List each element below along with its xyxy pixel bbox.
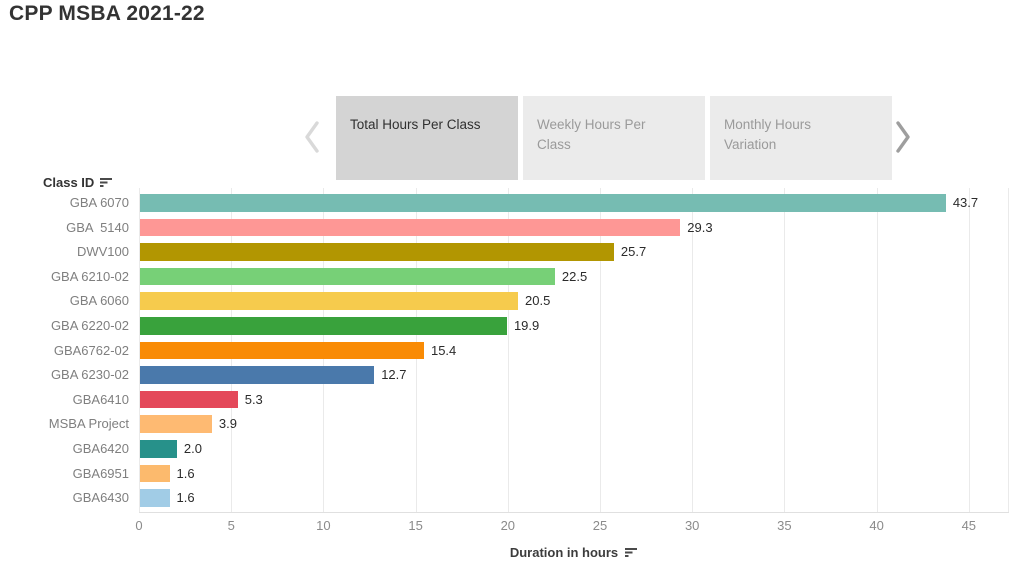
value-label: 2.0 — [183, 441, 202, 456]
x-axis-title: Duration in hours — [139, 545, 1009, 560]
bar-msba-project[interactable] — [140, 415, 212, 433]
gridline — [1008, 188, 1009, 512]
gridline — [600, 188, 601, 512]
value-label: 15.4 — [430, 342, 457, 358]
category-label-gba6951[interactable]: GBA6951 — [72, 465, 129, 481]
x-tick-label: 20 — [500, 518, 516, 533]
tab-label-line: Class — [537, 137, 571, 152]
x-tick-label: 15 — [408, 518, 423, 533]
x-tick-label: 45 — [961, 518, 977, 533]
x-tick-label: 30 — [684, 518, 700, 533]
gridline — [784, 188, 786, 512]
chevron-right-icon[interactable] — [894, 120, 912, 154]
x-tick-label: 35 — [777, 518, 792, 533]
bar-gba6420[interactable] — [140, 440, 177, 458]
tab-label-line: Variation — [724, 137, 777, 152]
category-label-gba6762-02[interactable]: GBA6762-02 — [53, 342, 129, 358]
value-label: 1.6 — [176, 465, 195, 481]
chevron-left-icon[interactable] — [303, 120, 321, 154]
x-tick-label: 25 — [592, 518, 608, 533]
gridline — [507, 188, 509, 512]
bar-gba-5140[interactable] — [140, 218, 681, 237]
tab-monthly-hours-variation[interactable]: Monthly Hours Variation — [710, 96, 892, 180]
value-label: 43.7 — [952, 195, 979, 210]
value-label: 25.7 — [620, 244, 647, 260]
category-label-gba6420[interactable]: GBA6420 — [72, 441, 129, 456]
sort-descending-icon[interactable] — [625, 547, 638, 558]
category-label-gba-6220-02[interactable]: GBA 6220-02 — [50, 318, 129, 333]
tab-label-line: Weekly Hours Per — [537, 117, 646, 132]
category-label-gba-6060[interactable]: GBA 6060 — [69, 293, 129, 309]
tab-weekly-hours-per-class[interactable]: Weekly Hours Per Class — [523, 96, 705, 180]
category-label-msba-project[interactable]: MSBA Project — [48, 416, 129, 432]
gridline — [968, 188, 970, 512]
story-tabs: Total Hours Per Class Weekly Hours Per Cla… — [336, 96, 897, 180]
y-axis-title: Class ID — [43, 175, 113, 190]
value-label: 12.7 — [381, 367, 407, 383]
tab-label-line: Total Hours Per Class — [350, 117, 481, 132]
bar-gba6762-02[interactable] — [140, 341, 424, 360]
bar-dwv100[interactable] — [140, 243, 614, 261]
value-label: 20.5 — [525, 293, 551, 309]
bar-gba-6220-02[interactable] — [140, 317, 507, 335]
page-title: CPP MSBA 2021-22 — [9, 2, 205, 25]
x-tick-label: 0 — [135, 518, 143, 533]
story-navigator: Total Hours Per Class Weekly Hours Per Cla… — [0, 48, 1022, 180]
category-label-gba-6230-02[interactable]: GBA 6230-02 — [50, 367, 129, 383]
x-axis-title-text: Duration in hours — [509, 545, 619, 560]
tab-total-hours-per-class[interactable]: Total Hours Per Class — [336, 96, 518, 180]
value-label: 22.5 — [561, 268, 588, 284]
value-label: 29.3 — [687, 219, 713, 235]
bar-gba-6210-02[interactable] — [140, 267, 555, 286]
gridline — [876, 188, 878, 512]
bar-gba-6060[interactable] — [140, 292, 519, 310]
category-label-gba-6210-02[interactable]: GBA 6210-02 — [50, 268, 129, 284]
category-label-gba6410[interactable]: GBA6410 — [72, 391, 129, 407]
category-label-gba6430[interactable]: GBA6430 — [72, 490, 129, 506]
value-label: 5.3 — [244, 391, 263, 407]
value-label: 19.9 — [513, 318, 540, 333]
value-label: 3.9 — [218, 416, 237, 432]
x-tick-label: 40 — [869, 518, 884, 533]
gridline — [139, 188, 140, 512]
x-tick-label: 10 — [316, 518, 331, 533]
gridline — [692, 188, 694, 512]
tab-label-line: Monthly Hours — [724, 117, 812, 132]
bar-gba-6070[interactable] — [140, 194, 946, 212]
category-label-gba-6070[interactable]: GBA 6070 — [69, 195, 129, 210]
bar-gba6951[interactable] — [140, 464, 170, 483]
category-label-gba-5140[interactable]: GBA 5140 — [66, 219, 129, 235]
value-label: 1.6 — [176, 490, 195, 506]
x-tick-label: 5 — [227, 518, 235, 533]
sort-descending-icon[interactable] — [100, 177, 113, 188]
bar-gba6430[interactable] — [140, 489, 170, 507]
bar-gba-6230-02[interactable] — [140, 366, 375, 384]
category-label-dwv100[interactable]: DWV100 — [76, 244, 129, 260]
bar-gba6410[interactable] — [140, 390, 238, 409]
y-axis-title-text: Class ID — [43, 175, 95, 190]
